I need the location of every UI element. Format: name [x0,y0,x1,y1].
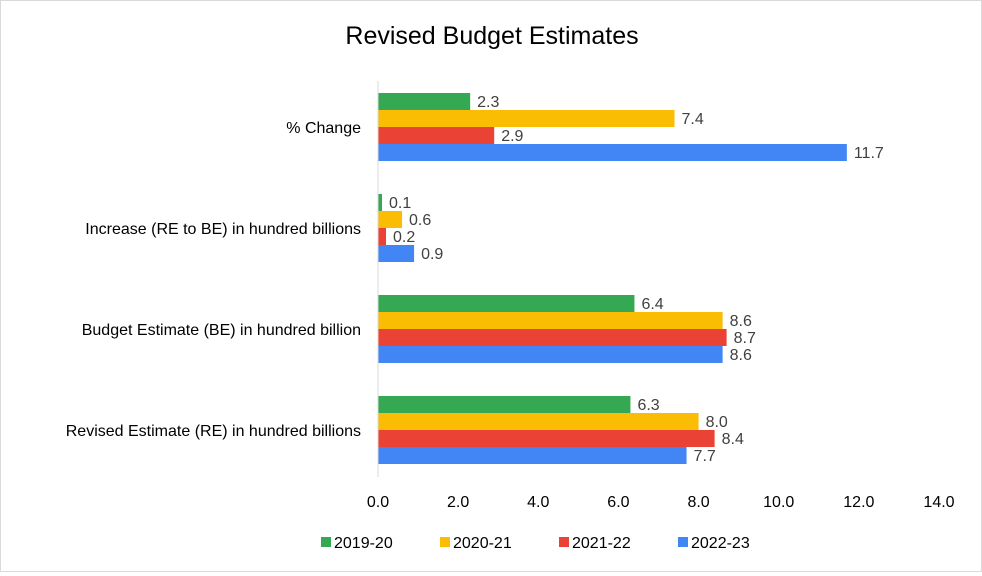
category-label: % Change [286,120,361,137]
x-tick-label: 14.0 [923,494,954,511]
data-label: 6.3 [637,397,659,414]
data-label: 0.9 [421,246,443,263]
legend-label: 2021-22 [572,535,631,552]
data-label: 8.0 [706,414,728,431]
data-label: 8.7 [734,330,756,347]
x-tick-label: 0.0 [367,494,389,511]
legend-swatch [440,537,450,547]
bar [378,194,383,211]
x-tick-label: 10.0 [763,494,794,511]
x-tick-label: 2.0 [447,494,469,511]
bar [378,295,635,312]
bar [378,245,415,262]
bar [378,127,495,144]
data-label: 8.6 [730,313,752,330]
bar [378,346,723,363]
legend-swatch [321,537,331,547]
bar [378,211,403,228]
legend-label: 2022-23 [691,535,750,552]
legend-label: 2019-20 [334,535,393,552]
category-label: Revised Estimate (RE) in hundred billion… [66,423,361,440]
bar [378,396,631,413]
x-tick-label: 12.0 [843,494,874,511]
data-label: 6.4 [641,296,663,313]
bar [378,430,715,447]
category-label: Increase (RE to BE) in hundred billions [85,221,361,238]
data-label: 7.7 [694,448,716,465]
data-label: 0.2 [393,229,415,246]
x-tick-label: 6.0 [607,494,629,511]
bar [378,228,387,245]
data-label: 0.1 [389,195,411,212]
bar [378,447,687,464]
bar [378,312,723,329]
bar [378,329,727,346]
data-label: 8.6 [730,347,752,364]
legend-swatch [678,537,688,547]
bar [378,413,699,430]
x-tick-label: 8.0 [687,494,709,511]
x-tick-label: 4.0 [527,494,549,511]
legend-swatch [559,537,569,547]
bar [378,144,847,161]
chart-title: Revised Budget Estimates [345,22,638,50]
data-label: 7.4 [682,111,704,128]
category-label: Budget Estimate (BE) in hundred billion [82,322,361,339]
data-label: 8.4 [722,431,744,448]
bar [378,93,471,110]
bar [378,110,675,127]
legend-label: 2020-21 [453,535,512,552]
data-label: 11.7 [854,145,884,162]
data-label: 2.3 [477,94,499,111]
data-label: 2.9 [501,128,523,145]
data-label: 0.6 [409,212,431,229]
